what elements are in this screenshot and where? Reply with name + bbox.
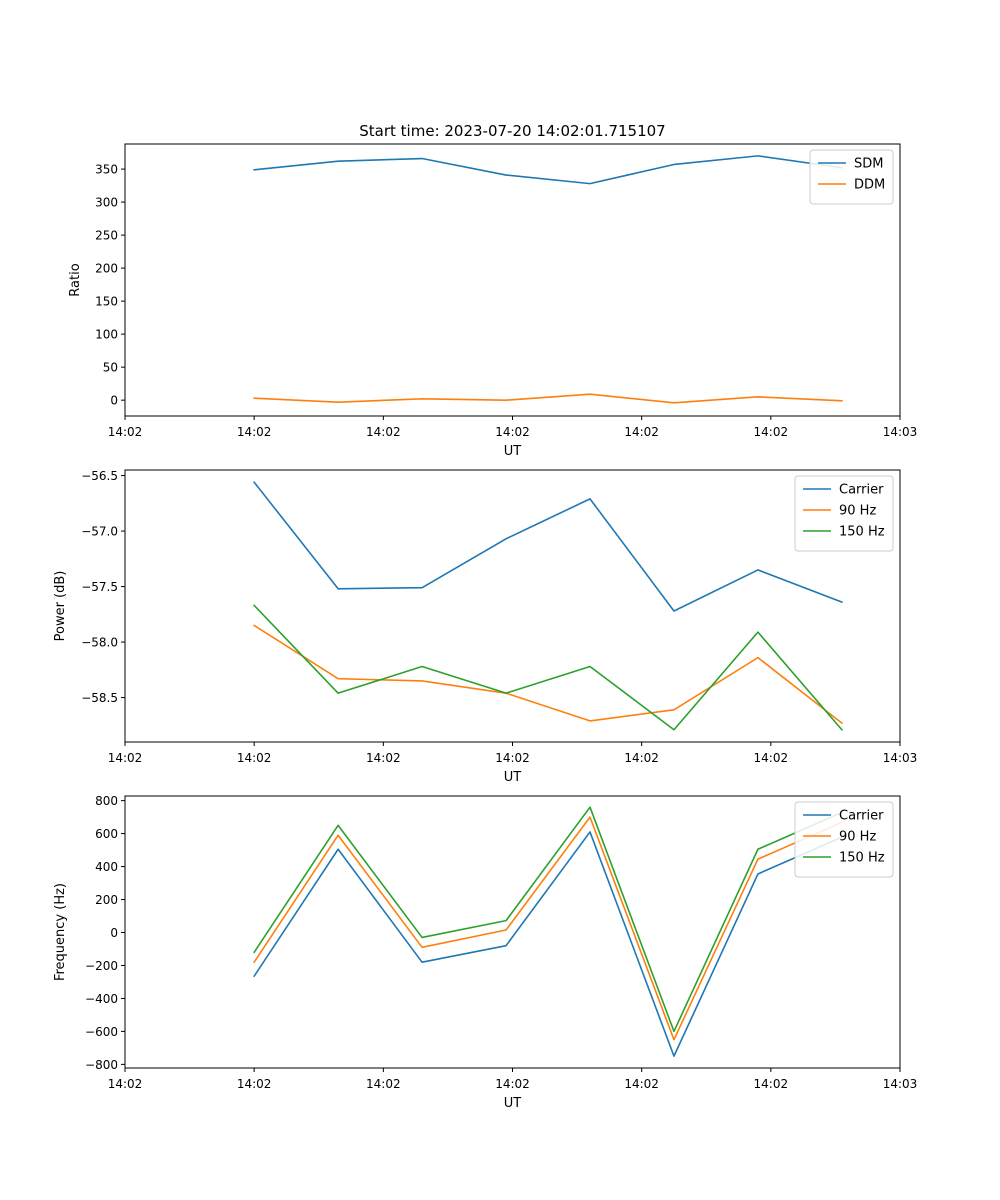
- y-tick-label: −57.0: [81, 525, 118, 539]
- frequency-panel: 14:02 14:02 14:02 14:02 14:02 14:02 14:03 −800 −…: [53, 794, 917, 1111]
- series-group: [253, 806, 843, 1057]
- y-tick-label: −400: [85, 992, 118, 1006]
- legend: SDM DDM: [809, 149, 894, 205]
- legend-label: 150 Hz: [839, 525, 885, 540]
- x-axis-label: UT: [504, 770, 522, 785]
- y-tick-label: 50: [103, 361, 118, 375]
- y-tick-label: 150: [95, 295, 118, 309]
- series-group: [253, 481, 844, 731]
- legend-label: DDM: [854, 178, 885, 193]
- x-tick-label: 14:02: [754, 1077, 789, 1091]
- legend-label: 90 Hz: [839, 504, 876, 519]
- x-tick-label: 14:03: [883, 425, 918, 439]
- x-tick-label: 14:03: [883, 751, 918, 765]
- chart-title: Start time: 2023-07-20 14:02:01.715107: [359, 122, 665, 140]
- ratio-panel: 14:02 14:02 14:02 14:02 14:02 14:02 14:03 0 50 10…: [68, 143, 918, 459]
- series-line-150-hz: [253, 806, 843, 1033]
- legend-label: Carrier: [839, 809, 884, 824]
- legend-box: [794, 475, 894, 552]
- y-tick-label: −57.5: [81, 580, 118, 594]
- legend-label: SDM: [854, 157, 883, 172]
- y-tick-label: −58.5: [81, 691, 118, 705]
- x-axis-label: UT: [504, 1096, 522, 1111]
- y-tick-label: −800: [85, 1058, 118, 1072]
- series-line-carrier: [253, 481, 843, 612]
- x-tick-label: 14:02: [237, 751, 272, 765]
- y-tick-label: 0: [110, 926, 118, 940]
- x-tick-label: 14:02: [754, 425, 789, 439]
- x-tick-label: 14:02: [366, 1077, 401, 1091]
- y-tick-label: 400: [95, 860, 118, 874]
- y-tick-label: 800: [95, 794, 118, 808]
- power-panel: 14:02 14:02 14:02 14:02 14:02 14:02 14:03 −58.5…: [53, 469, 917, 785]
- series-line-90-hz: [253, 624, 844, 725]
- y-tick-label: 100: [95, 328, 118, 342]
- x-tick-label: 14:03: [883, 1077, 918, 1091]
- x-tick-label: 14:02: [624, 1077, 659, 1091]
- series-group: [253, 155, 843, 404]
- x-tick-label: 14:02: [754, 751, 789, 765]
- x-tick-label: 14:02: [366, 425, 401, 439]
- y-tick-label: −600: [85, 1025, 118, 1039]
- x-tick-label: 14:02: [624, 425, 659, 439]
- series-line-ddm: [253, 393, 843, 404]
- y-tick-label: 600: [95, 827, 118, 841]
- x-tick-label: 14:02: [108, 751, 143, 765]
- x-tick-label: 14:02: [237, 1077, 272, 1091]
- y-tick-label: 200: [95, 893, 118, 907]
- legend-label: 150 Hz: [839, 851, 885, 866]
- x-tick-label: 14:02: [366, 751, 401, 765]
- y-tick-label: −58.0: [81, 636, 118, 650]
- x-tick-label: 14:02: [108, 1077, 143, 1091]
- series-line-150-hz: [253, 604, 844, 731]
- legend: Carrier 90 Hz 150 Hz: [794, 475, 894, 552]
- legend: Carrier 90 Hz 150 Hz: [794, 801, 894, 878]
- legend-label: 90 Hz: [839, 830, 876, 845]
- y-tick-label: 300: [95, 196, 118, 210]
- x-tick-label: 14:02: [495, 425, 530, 439]
- y-tick-label: 0: [110, 394, 118, 408]
- y-tick-label: 350: [95, 163, 118, 177]
- legend-box: [794, 801, 894, 878]
- x-tick-label: 14:02: [108, 425, 143, 439]
- series-line-sdm: [253, 155, 843, 185]
- y-tick-label: −200: [85, 959, 118, 973]
- x-tick-label: 14:02: [495, 1077, 530, 1091]
- y-tick-label: 200: [95, 262, 118, 276]
- legend-label: Carrier: [839, 483, 884, 498]
- y-axis-label: Ratio: [68, 263, 83, 296]
- x-tick-label: 14:02: [237, 425, 272, 439]
- x-axis-label: UT: [504, 444, 522, 459]
- x-tick-label: 14:02: [624, 751, 659, 765]
- series-line-carrier: [253, 831, 843, 1057]
- y-tick-label: 250: [95, 229, 118, 243]
- series-line-90-hz: [253, 816, 843, 1041]
- x-tick-label: 14:02: [495, 751, 530, 765]
- y-axis-label: Frequency (Hz): [53, 883, 68, 981]
- y-tick-label: −56.5: [81, 469, 118, 483]
- y-axis-label: Power (dB): [53, 571, 68, 642]
